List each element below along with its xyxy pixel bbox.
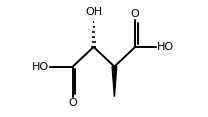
Polygon shape xyxy=(112,67,117,97)
Text: O: O xyxy=(131,9,140,19)
Text: O: O xyxy=(68,98,77,108)
Text: HO: HO xyxy=(157,42,174,52)
Text: OH: OH xyxy=(85,7,102,17)
Text: HO: HO xyxy=(32,62,49,72)
